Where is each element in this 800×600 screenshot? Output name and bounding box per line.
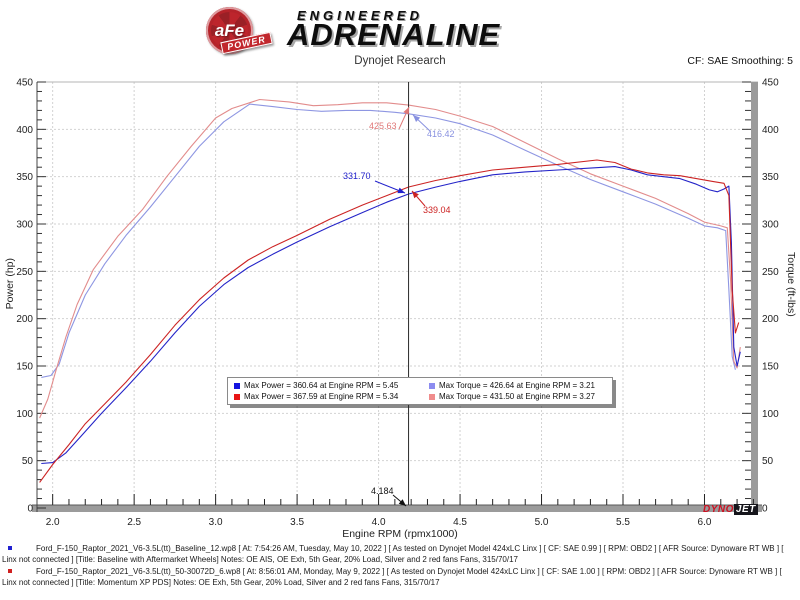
y-tick-label-right: 300	[762, 220, 779, 231]
legend-swatch-pale-blue	[429, 382, 435, 389]
run-bullet-red	[8, 569, 12, 573]
x-tick-label: 2.0	[46, 517, 60, 528]
annotation-arrowhead	[413, 115, 421, 122]
y-tick-label-right: 50	[762, 456, 774, 467]
run-bullet-blue	[8, 546, 12, 550]
annotation-label: 425.63	[369, 121, 397, 131]
x-tick-label: 5.0	[535, 517, 549, 528]
run-description: Ford_F-150_Raptor_2021_V6-3.5L(tt)_50-30…	[2, 567, 782, 587]
chart-title: Dynojet Research	[354, 55, 446, 67]
legend-item-max-torque-momentum: Max Torque = 431.50 at Engine RPM = 3.27	[429, 392, 606, 401]
correction-factor-label: CF: SAE Smoothing: 5	[687, 55, 793, 67]
left-axis-title: Power (hp)	[4, 258, 16, 310]
annotation-arrowhead	[403, 107, 409, 115]
legend-swatch-pale-red	[429, 393, 435, 400]
y-tick-label-right: 100	[762, 409, 779, 420]
y-tick-label-left: 450	[16, 78, 33, 89]
y-tick-label-right: 150	[762, 362, 779, 373]
x-tick-label: 6.0	[698, 517, 712, 528]
legend-label: Max Torque = 426.64 at Engine RPM = 3.21	[439, 381, 595, 390]
y-tick-label-right: 400	[762, 125, 779, 136]
run-description: Ford_F-150_Raptor_2021_V6-3.5L(tt)_Basel…	[2, 544, 784, 564]
legend-item-max-power-momentum: Max Power = 367.59 at Engine RPM = 5.34	[234, 392, 425, 401]
dynojet-logo-dyno: DYNO	[703, 504, 734, 515]
legend-item-max-power-baseline: Max Power = 360.64 at Engine RPM = 5.45	[234, 381, 425, 390]
adrenaline-wordmark: ADRENALINE	[287, 17, 501, 52]
y-tick-label-left: 0	[27, 504, 33, 515]
y-tick-label-left: 150	[16, 362, 33, 373]
curve-momentum-power	[39, 159, 740, 483]
run-entry-momentum: Ford_F-150_Raptor_2021_V6-3.5L(tt)_50-30…	[0, 566, 796, 588]
y-tick-label-left: 50	[22, 456, 34, 467]
y-tick-label-left: 100	[16, 409, 33, 420]
afe-logo-text: aFe	[214, 20, 245, 40]
run-info-footer: Ford_F-150_Raptor_2021_V6-3.5L(tt)_Basel…	[0, 543, 796, 589]
legend-item-max-torque-baseline: Max Torque = 426.64 at Engine RPM = 3.21	[429, 381, 606, 390]
y-tick-label-right: 200	[762, 314, 779, 325]
x-tick-label: 5.5	[616, 517, 630, 528]
annotation-label: 339.04	[423, 205, 451, 215]
annotation-label: 416.42	[427, 129, 455, 139]
y-tick-label-left: 400	[16, 125, 33, 136]
x-tick-label: 3.0	[209, 517, 223, 528]
run-entry-baseline: Ford_F-150_Raptor_2021_V6-3.5L(tt)_Basel…	[0, 543, 796, 565]
x-tick-label: 4.5	[453, 517, 467, 528]
x-axis-title: Engine RPM (rpmx1000)	[342, 528, 458, 540]
legend-swatch-blue	[234, 382, 240, 389]
x-tick-label: 4.0	[372, 517, 386, 528]
y-tick-label-right: 250	[762, 267, 779, 278]
legend-box: Max Power = 360.64 at Engine RPM = 5.45 …	[227, 377, 613, 405]
annotation-arrowhead	[397, 187, 405, 194]
annotation-arrowhead	[412, 191, 419, 199]
annotation-arrowhead	[398, 499, 406, 506]
y-tick-label-right: 350	[762, 172, 779, 183]
y-tick-label-left: 200	[16, 314, 33, 325]
y-tick-label-right: 0	[762, 504, 768, 515]
y-tick-label-left: 300	[16, 220, 33, 231]
legend-label: Max Power = 367.59 at Engine RPM = 5.34	[244, 392, 399, 401]
curve-baseline-power	[41, 166, 741, 465]
x-axis-bar	[32, 505, 762, 512]
engineered-wordmark: ENGINEERED	[297, 8, 423, 23]
x-tick-label: 3.5	[290, 517, 304, 528]
annotation-label: 4.184	[371, 486, 394, 496]
curve-baseline-torque	[41, 103, 736, 378]
right-axis-title: Torque (ft-lbs)	[785, 252, 797, 317]
legend-swatch-red	[234, 393, 240, 400]
curve-momentum-torque	[39, 98, 741, 419]
y-tick-label-left: 350	[16, 172, 33, 183]
dynojet-logo: DYNO JET	[703, 504, 758, 515]
legend-label: Max Torque = 431.50 at Engine RPM = 3.27	[439, 392, 595, 401]
y-tick-label-right: 450	[762, 78, 779, 89]
y-tick-label-left: 250	[16, 267, 33, 278]
x-tick-label: 2.5	[127, 517, 141, 528]
right-axis-bar	[751, 82, 758, 512]
legend-label: Max Power = 360.64 at Engine RPM = 5.45	[244, 381, 399, 390]
annotation-label: 331.70	[343, 171, 371, 181]
dynojet-logo-jet: JET	[733, 504, 758, 515]
